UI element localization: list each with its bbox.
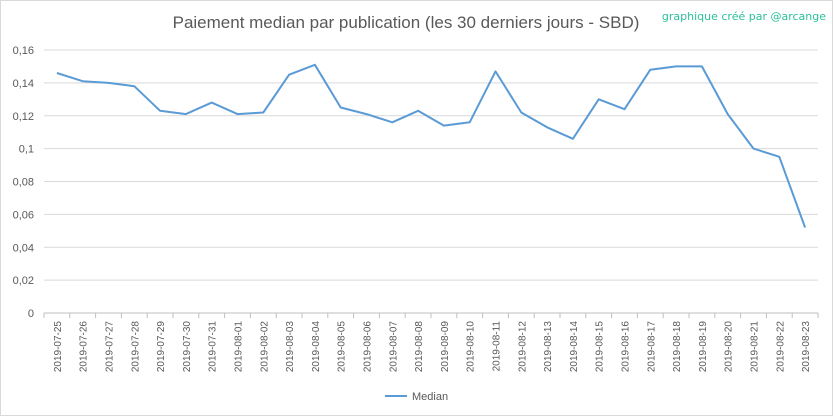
x-tick-label: 2019-08-19 xyxy=(698,321,709,373)
x-tick-label: 2019-08-01 xyxy=(234,321,245,373)
x-tick-label: 2019-08-09 xyxy=(440,321,451,373)
x-tick-label: 2019-08-14 xyxy=(569,321,580,373)
x-tick-label: 2019-08-11 xyxy=(492,321,503,372)
x-tick-label: 2019-08-12 xyxy=(517,321,528,373)
y-tick-label: 0,04 xyxy=(13,242,34,254)
gridlines xyxy=(44,49,818,314)
x-tick-label: 2019-08-03 xyxy=(285,321,296,373)
y-tick-label: 0,14 xyxy=(13,78,34,90)
x-tick-label: 2019-08-18 xyxy=(672,321,683,373)
chart-credit: graphique créé par @arcange xyxy=(661,10,826,23)
x-tick-label: 2019-08-02 xyxy=(259,321,270,373)
x-tick-label: 2019-08-07 xyxy=(388,321,399,373)
x-tick-label: 2019-08-16 xyxy=(621,321,632,373)
x-tick-label: 2019-08-23 xyxy=(801,321,812,373)
chart-title: Paiement median par publication (les 30 … xyxy=(172,13,640,32)
x-tick-label: 2019-07-25 xyxy=(53,321,64,373)
x-tick-label: 2019-08-21 xyxy=(750,321,761,373)
x-tick-label: 2019-08-05 xyxy=(337,321,348,373)
x-tick-label: 2019-07-29 xyxy=(156,321,167,373)
series-line-median xyxy=(56,63,807,228)
y-tick-label: 0,16 xyxy=(13,45,34,57)
y-axis-ticks: 0 0,02 0,04 0,06 0,08 0,1 0,12 0,14 0,16 xyxy=(13,45,34,320)
x-tick-label: 2019-07-27 xyxy=(105,321,116,373)
x-tick-label: 2019-08-04 xyxy=(311,321,322,373)
x-tick-label: 2019-08-10 xyxy=(466,321,477,373)
x-tick-label: 2019-08-20 xyxy=(724,321,735,373)
legend-label: Median xyxy=(412,391,448,403)
x-tick-label: 2019-07-26 xyxy=(79,321,90,373)
y-tick-label: 0,1 xyxy=(19,144,34,156)
x-tick-label: 2019-08-15 xyxy=(595,321,606,373)
y-tick-label: 0,02 xyxy=(13,275,34,287)
x-tick-label: 2019-08-22 xyxy=(775,321,786,373)
y-tick-label: 0,06 xyxy=(13,209,34,221)
x-tick-label: 2019-07-28 xyxy=(130,321,141,373)
x-tick-label: 2019-08-17 xyxy=(646,321,657,373)
series-lines xyxy=(56,63,807,228)
x-axis-ticks: 2019-07-25 2019-07-26 2019-07-27 2019-07-28… xyxy=(43,313,819,373)
y-tick-label: 0,08 xyxy=(13,177,34,189)
x-tick-label: 2019-07-31 xyxy=(208,321,219,373)
x-tick-label: 2019-08-06 xyxy=(363,321,374,373)
x-tick-label: 2019-08-13 xyxy=(543,321,554,373)
x-tick-label: 2019-08-08 xyxy=(414,321,425,373)
x-tick-label: 2019-07-30 xyxy=(182,321,193,373)
legend: Median xyxy=(385,391,448,403)
y-tick-label: 0 xyxy=(28,308,34,320)
y-tick-label: 0,12 xyxy=(13,111,34,123)
